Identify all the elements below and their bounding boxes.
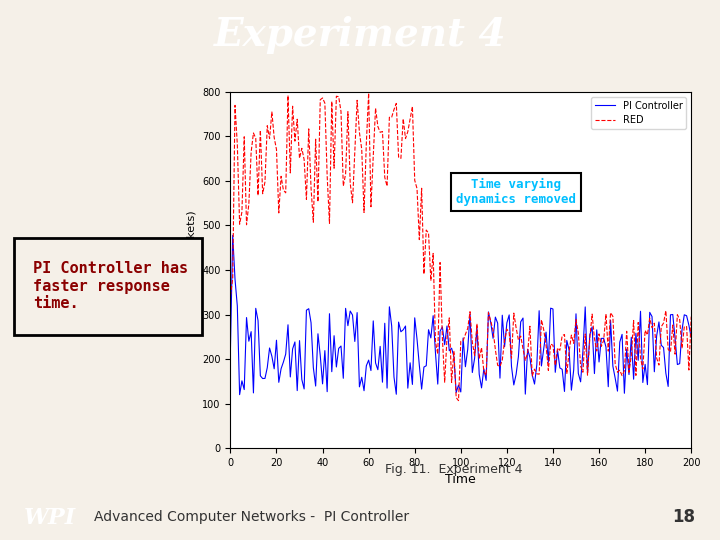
Text: Time varying
dynamics removed: Time varying dynamics removed [456, 178, 576, 206]
PI Controller [230, 276, 239, 282]
Legend: PI Controller, RED: PI Controller, RED [591, 97, 686, 129]
PI Controller [424, 327, 433, 333]
RED [652, 355, 661, 361]
PI Controller [272, 337, 281, 343]
PI Controller [226, 348, 235, 354]
Text: Advanced Computer Networks -  PI Controller: Advanced Computer Networks - PI Controll… [94, 510, 410, 524]
Text: Experiment 4: Experiment 4 [214, 16, 506, 54]
RED [422, 227, 431, 233]
PI Controller [228, 232, 237, 239]
PI Controller [652, 333, 661, 339]
RED [268, 109, 276, 115]
RED [228, 275, 237, 282]
FancyBboxPatch shape [14, 238, 202, 335]
RED [480, 368, 488, 375]
Text: WPI: WPI [24, 508, 76, 529]
RED [364, 90, 373, 96]
PI Controller [687, 334, 696, 341]
Text: 18: 18 [672, 508, 696, 526]
Line: PI Controller: PI Controller [230, 235, 691, 395]
Text: PI Controller has
faster response
time.: PI Controller has faster response time. [33, 261, 188, 311]
X-axis label: Time: Time [446, 474, 476, 487]
RED [687, 313, 696, 320]
PI Controller [399, 327, 408, 333]
PI Controller [235, 392, 244, 398]
Text: Fig. 11.  Experiment 4: Fig. 11. Experiment 4 [385, 463, 522, 476]
RED [454, 397, 463, 404]
Y-axis label: Queue Size (packets): Queue Size (packets) [186, 211, 197, 329]
PI Controller [480, 366, 488, 372]
RED [397, 155, 405, 161]
Line: RED: RED [230, 93, 691, 401]
RED [226, 293, 235, 299]
